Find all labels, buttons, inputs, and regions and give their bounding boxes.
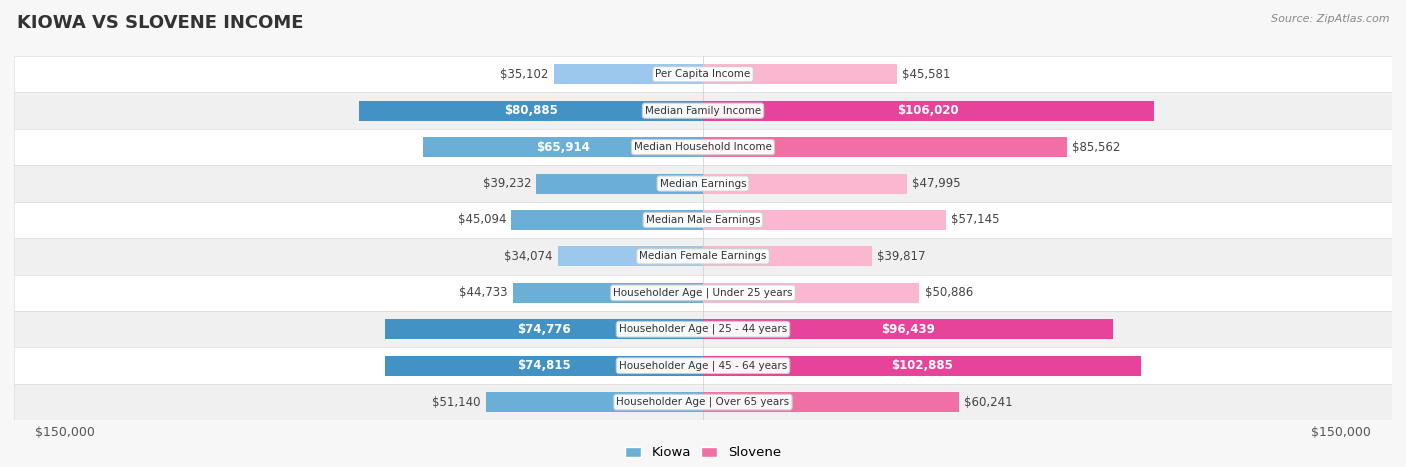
- Text: Median Male Earnings: Median Male Earnings: [645, 215, 761, 225]
- Text: $35,102: $35,102: [501, 68, 548, 81]
- Text: Source: ZipAtlas.com: Source: ZipAtlas.com: [1271, 14, 1389, 24]
- Text: $96,439: $96,439: [882, 323, 935, 336]
- Bar: [14, 56, 1392, 92]
- Text: $106,020: $106,020: [897, 104, 959, 117]
- Text: $39,232: $39,232: [482, 177, 531, 190]
- Text: $65,914: $65,914: [536, 141, 589, 154]
- Bar: [385, 319, 703, 339]
- Bar: [703, 392, 959, 412]
- Bar: [14, 129, 1392, 165]
- Text: Householder Age | Over 65 years: Householder Age | Over 65 years: [616, 397, 790, 407]
- Text: $60,241: $60,241: [965, 396, 1012, 409]
- Bar: [703, 319, 1114, 339]
- Text: $44,733: $44,733: [460, 286, 508, 299]
- Text: $45,581: $45,581: [901, 68, 950, 81]
- Bar: [359, 101, 703, 120]
- Text: Householder Age | 25 - 44 years: Householder Age | 25 - 44 years: [619, 324, 787, 334]
- Bar: [14, 275, 1392, 311]
- Text: $51,140: $51,140: [432, 396, 481, 409]
- Text: $45,094: $45,094: [457, 213, 506, 226]
- Text: KIOWA VS SLOVENE INCOME: KIOWA VS SLOVENE INCOME: [17, 14, 304, 32]
- Bar: [703, 247, 872, 266]
- Bar: [703, 64, 897, 84]
- Bar: [485, 392, 703, 412]
- Bar: [554, 64, 703, 84]
- Bar: [14, 92, 1392, 129]
- Bar: [14, 311, 1392, 347]
- Text: $85,562: $85,562: [1071, 141, 1121, 154]
- Bar: [703, 174, 907, 193]
- Legend: Kiowa, Slovene: Kiowa, Slovene: [620, 441, 786, 465]
- Text: Median Female Earnings: Median Female Earnings: [640, 251, 766, 262]
- Bar: [14, 238, 1392, 275]
- Bar: [14, 384, 1392, 420]
- Bar: [703, 137, 1067, 157]
- Bar: [14, 202, 1392, 238]
- Bar: [512, 210, 703, 230]
- Bar: [703, 283, 920, 303]
- Text: Median Family Income: Median Family Income: [645, 106, 761, 116]
- Text: Median Earnings: Median Earnings: [659, 178, 747, 189]
- Bar: [558, 247, 703, 266]
- Text: $74,776: $74,776: [517, 323, 571, 336]
- Text: $102,885: $102,885: [891, 359, 953, 372]
- Bar: [703, 210, 946, 230]
- Bar: [536, 174, 703, 193]
- Text: $47,995: $47,995: [912, 177, 960, 190]
- Bar: [703, 356, 1140, 375]
- Bar: [703, 101, 1154, 120]
- Bar: [423, 137, 703, 157]
- Text: $50,886: $50,886: [925, 286, 973, 299]
- Text: Median Household Income: Median Household Income: [634, 142, 772, 152]
- Text: Householder Age | Under 25 years: Householder Age | Under 25 years: [613, 288, 793, 298]
- Bar: [513, 283, 703, 303]
- Bar: [385, 356, 703, 375]
- Bar: [14, 347, 1392, 384]
- Text: Householder Age | 45 - 64 years: Householder Age | 45 - 64 years: [619, 361, 787, 371]
- Bar: [14, 165, 1392, 202]
- Text: $57,145: $57,145: [950, 213, 1000, 226]
- Text: $80,885: $80,885: [505, 104, 558, 117]
- Text: $34,074: $34,074: [505, 250, 553, 263]
- Text: Per Capita Income: Per Capita Income: [655, 69, 751, 79]
- Text: $74,815: $74,815: [517, 359, 571, 372]
- Text: $39,817: $39,817: [877, 250, 927, 263]
